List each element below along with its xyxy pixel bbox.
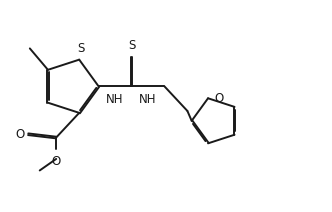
Text: NH: NH	[106, 93, 124, 106]
Text: O: O	[214, 92, 223, 105]
Text: S: S	[77, 42, 85, 55]
Text: O: O	[51, 155, 61, 168]
Text: NH: NH	[139, 93, 157, 106]
Text: S: S	[128, 39, 135, 52]
Text: O: O	[15, 128, 24, 141]
